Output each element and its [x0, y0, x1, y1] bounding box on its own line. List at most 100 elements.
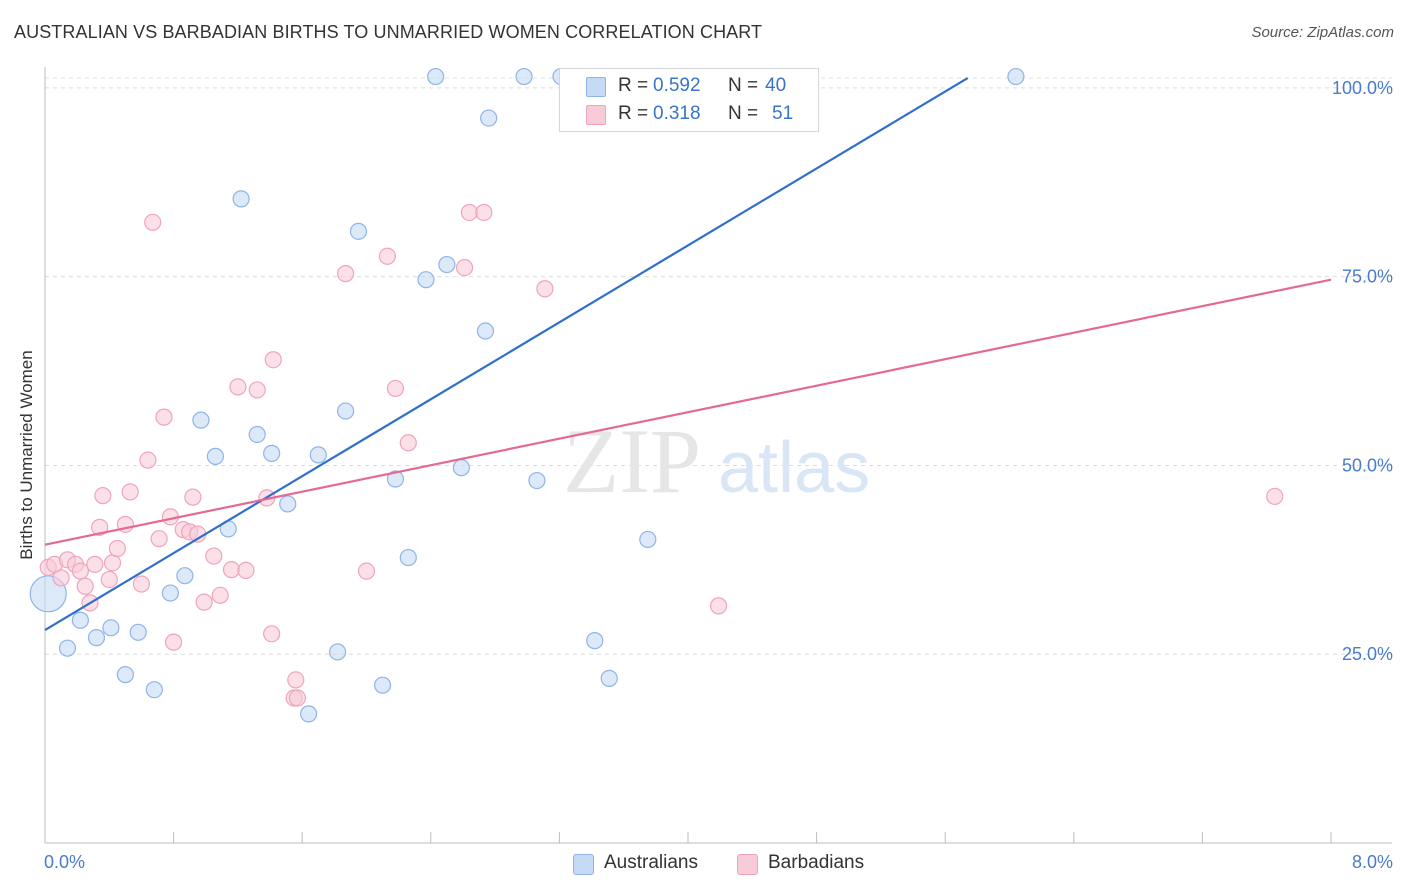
barbadians-point — [222, 561, 241, 579]
australians-point — [248, 425, 266, 444]
y-tick-label: 50.0% — [1342, 455, 1393, 475]
australians-point — [263, 444, 281, 462]
australians-point — [87, 629, 106, 647]
barbadians-point — [460, 203, 478, 222]
watermark-zip: ZIP — [563, 410, 701, 512]
australians-point — [102, 619, 120, 637]
stats-swatch-australians — [586, 77, 606, 97]
australians-point — [639, 530, 657, 549]
barbadians-point — [1266, 487, 1284, 505]
watermark-atlas: atlas — [718, 428, 870, 508]
australians-point — [480, 109, 498, 127]
australians-point — [417, 271, 435, 289]
n-value-barbadians: 51 — [772, 103, 794, 124]
trend-layer — [44, 77, 1332, 631]
australians-point — [373, 676, 392, 694]
barbadians-point — [195, 593, 213, 611]
australians-point — [145, 681, 163, 699]
barbadians-point — [139, 451, 157, 469]
trend-line-australians — [44, 77, 969, 631]
r-value-barbadians: 0.318 — [653, 103, 701, 124]
barbadians-point — [150, 530, 168, 548]
barbadians-point — [205, 547, 223, 565]
y-tick-label: 100.0% — [1332, 78, 1393, 98]
legend: Australians Barbadians — [0, 852, 1406, 878]
australians-point — [300, 705, 318, 723]
r-value-australians: 0.592 — [653, 75, 701, 96]
watermark-layer: ZIP atlas — [563, 410, 870, 512]
barbadians-point — [229, 378, 247, 396]
n-value-australians: 40 — [765, 75, 787, 96]
stats-row-barbadians: R = 0.318 N = 51 — [560, 102, 818, 128]
australians-point — [1007, 67, 1025, 86]
source-note: Source: ZipAtlas.com — [1251, 24, 1394, 41]
australians-point — [452, 459, 470, 477]
barbadians-point — [386, 379, 405, 398]
australians-point — [386, 470, 405, 488]
australians-point — [129, 623, 147, 641]
y-tick-label: 25.0% — [1342, 644, 1393, 664]
points-layer — [29, 67, 1284, 723]
australians-point — [349, 222, 368, 240]
barbadians-point — [184, 488, 202, 506]
barbadians-point — [378, 247, 396, 265]
barbadians-point — [264, 351, 282, 369]
barbadians-point — [108, 539, 126, 558]
australians-point — [116, 666, 134, 684]
australians-point — [528, 471, 546, 490]
barbadians-point — [287, 671, 305, 689]
trend-line-barbadians — [44, 278, 1332, 546]
barbadians-point — [121, 483, 139, 501]
barbadians-point — [337, 265, 355, 283]
y-tick-label: 75.0% — [1342, 267, 1393, 287]
stats-row-australians: R = 0.592 N = 40 — [560, 74, 818, 100]
australians-point — [309, 446, 327, 464]
barbadians-point — [86, 555, 104, 573]
barbadians-point — [76, 577, 94, 595]
barbadians-point — [248, 381, 266, 399]
barbadians-point — [144, 213, 162, 231]
australians-point — [232, 190, 250, 208]
barbadians-point — [52, 569, 70, 587]
barbadians-point — [94, 487, 112, 505]
barbadians-point — [132, 575, 151, 593]
r-label: R = — [618, 103, 649, 124]
n-label: N = — [728, 103, 759, 124]
barbadians-point — [357, 562, 376, 580]
australians-point — [586, 632, 604, 650]
y-tick-labels: 25.0% 50.0% 75.0% 100.0% — [1332, 78, 1393, 664]
x-tick-label-max: 8.0% — [1351, 852, 1393, 872]
barbadians-point — [71, 562, 89, 580]
barbadians-point — [100, 570, 118, 589]
australians-point — [192, 411, 210, 429]
australians-point — [515, 67, 533, 86]
legend-swatch-australians — [573, 854, 594, 875]
chart-title: AUSTRALIAN VS BARBADIAN BIRTHS TO UNMARR… — [14, 22, 763, 42]
barbadians-point — [165, 633, 183, 651]
australians-point — [71, 611, 89, 629]
barbadians-point — [237, 561, 255, 580]
barbadians-point — [475, 203, 493, 222]
barbadians-point — [155, 408, 173, 426]
legend-label-barbadians: Barbadians — [768, 852, 865, 873]
correlation-stats-box: R = 0.592 N = 40 R = 0.318 N = 51 — [559, 68, 819, 132]
australians-point — [161, 584, 179, 602]
australians-point — [438, 255, 456, 274]
australians-point — [476, 322, 495, 340]
barbadians-point — [399, 434, 417, 452]
barbadians-point — [455, 258, 474, 277]
barbadians-point — [91, 518, 109, 536]
barbadians-point — [709, 597, 728, 615]
stats-swatch-barbadians — [586, 105, 606, 125]
x-tick-label-min: 0.0% — [44, 852, 86, 872]
barbadians-point — [536, 280, 554, 298]
australians-point — [176, 567, 194, 585]
australians-point — [600, 669, 618, 687]
australians-point — [337, 402, 355, 420]
barbadians-point — [288, 689, 306, 707]
legend-label-australians: Australians — [604, 852, 698, 873]
australians-point — [58, 639, 77, 657]
n-label: N = — [728, 75, 759, 96]
barbadians-point — [263, 625, 281, 643]
